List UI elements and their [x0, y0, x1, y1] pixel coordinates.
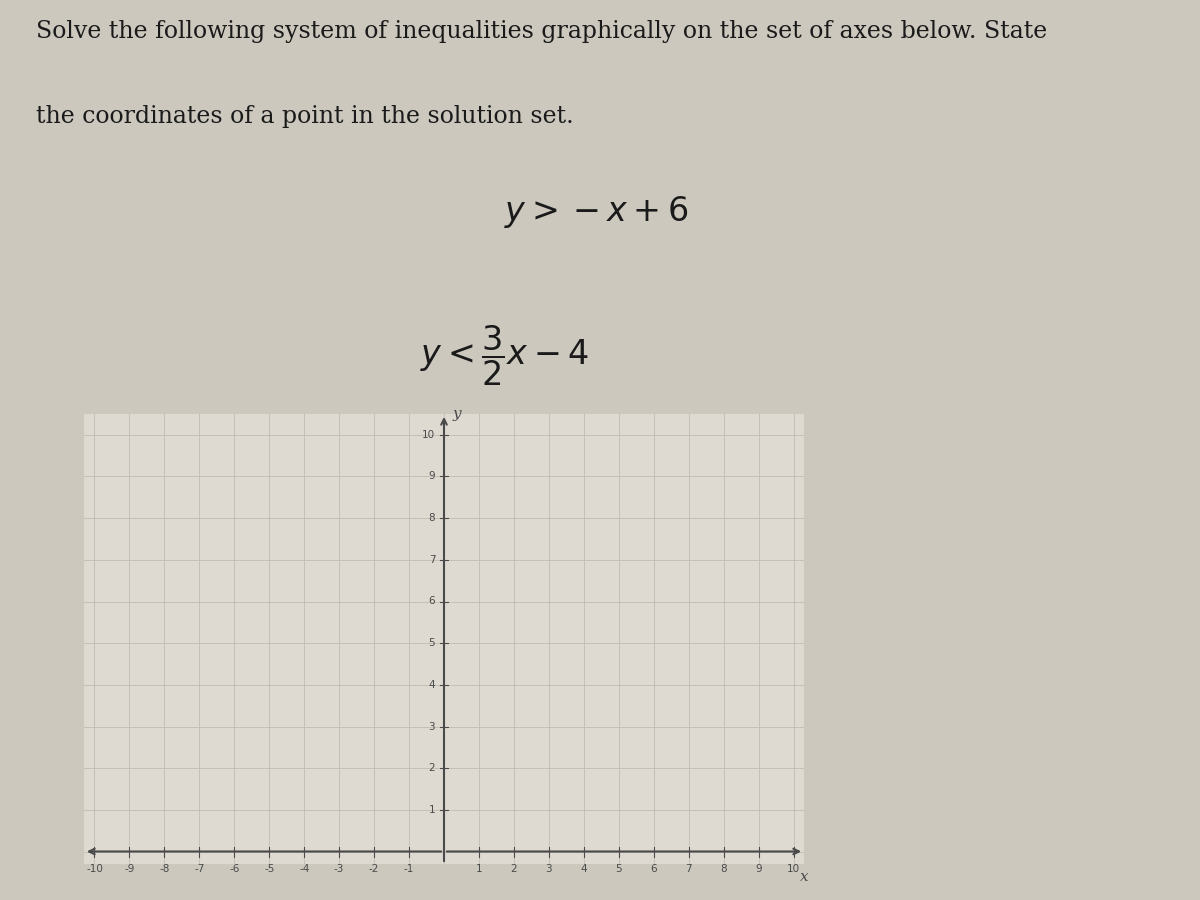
- Text: 7: 7: [685, 864, 692, 874]
- Text: 4: 4: [581, 864, 587, 874]
- Text: -4: -4: [299, 864, 310, 874]
- Text: x: x: [799, 870, 809, 884]
- Text: -5: -5: [264, 864, 275, 874]
- Text: 7: 7: [428, 554, 436, 565]
- Text: 4: 4: [428, 680, 436, 689]
- Text: $y > -x + 6$: $y > -x + 6$: [504, 194, 689, 230]
- Text: -10: -10: [86, 864, 103, 874]
- Text: -8: -8: [160, 864, 169, 874]
- Text: 1: 1: [475, 864, 482, 874]
- Text: 10: 10: [422, 430, 436, 440]
- Text: 3: 3: [428, 722, 436, 732]
- Text: -7: -7: [194, 864, 204, 874]
- Text: 8: 8: [720, 864, 727, 874]
- Text: 3: 3: [546, 864, 552, 874]
- Text: -6: -6: [229, 864, 240, 874]
- Text: -9: -9: [125, 864, 134, 874]
- Text: 9: 9: [428, 472, 436, 482]
- Text: 9: 9: [755, 864, 762, 874]
- Text: 8: 8: [428, 513, 436, 523]
- Text: -1: -1: [404, 864, 414, 874]
- Text: $y < \dfrac{3}{2}x - 4$: $y < \dfrac{3}{2}x - 4$: [420, 324, 589, 389]
- Text: 6: 6: [428, 597, 436, 607]
- Text: -3: -3: [334, 864, 344, 874]
- Text: 5: 5: [428, 638, 436, 648]
- Text: 5: 5: [616, 864, 622, 874]
- Text: 10: 10: [787, 864, 800, 874]
- Text: 6: 6: [650, 864, 658, 874]
- Text: Solve the following system of inequalities graphically on the set of axes below.: Solve the following system of inequaliti…: [36, 20, 1048, 43]
- Text: 1: 1: [428, 805, 436, 814]
- Text: y: y: [452, 407, 461, 421]
- Text: 2: 2: [428, 763, 436, 773]
- Text: 2: 2: [510, 864, 517, 874]
- Text: the coordinates of a point in the solution set.: the coordinates of a point in the soluti…: [36, 105, 574, 129]
- Text: -2: -2: [368, 864, 379, 874]
